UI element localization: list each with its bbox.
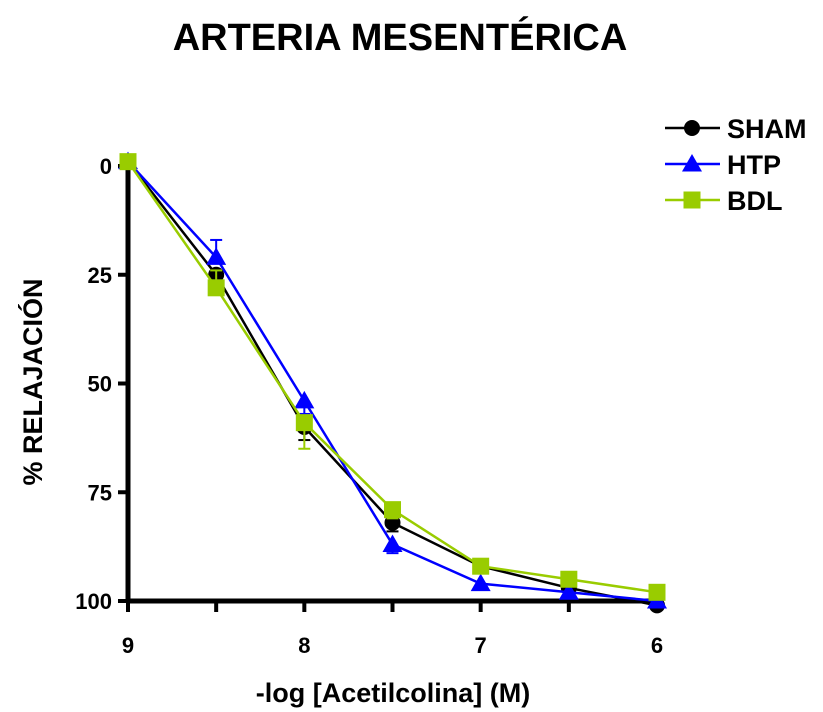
legend-marker bbox=[684, 120, 700, 136]
data-point bbox=[206, 247, 227, 265]
data-point bbox=[560, 570, 578, 588]
series-htp bbox=[118, 151, 667, 609]
data-point bbox=[648, 583, 666, 601]
data-point bbox=[472, 557, 490, 575]
data-point bbox=[558, 582, 579, 600]
x-tick-label: 6 bbox=[651, 633, 663, 658]
data-point bbox=[384, 501, 401, 519]
legend-item-sham: SHAM bbox=[665, 114, 807, 144]
y-axis-label: % RELAJACIÓN bbox=[17, 278, 48, 485]
data-point bbox=[294, 390, 315, 409]
legend-marker bbox=[682, 154, 702, 172]
data-point bbox=[470, 573, 491, 592]
x-axis-label: -log [Acetilcolina] (M) bbox=[256, 678, 530, 708]
legend-label: SHAM bbox=[727, 114, 807, 144]
x-tick-label: 8 bbox=[298, 633, 310, 658]
y-tick-label: 50 bbox=[88, 372, 112, 397]
x-tick-label: 7 bbox=[475, 633, 487, 658]
legend: SHAM HTP BDL bbox=[665, 114, 807, 216]
data-point bbox=[382, 534, 403, 552]
data-point bbox=[295, 414, 313, 432]
y-tick-label: 0 bbox=[100, 154, 112, 179]
legend-label: BDL bbox=[727, 186, 783, 216]
series-bdl bbox=[119, 153, 666, 601]
legend-item-bdl: BDL bbox=[665, 186, 783, 216]
y-ticks: 0 25 50 75 100 bbox=[75, 154, 128, 614]
y-tick-label: 100 bbox=[75, 589, 112, 614]
plot-area bbox=[118, 151, 667, 614]
legend-label: HTP bbox=[727, 150, 781, 180]
data-point bbox=[207, 279, 225, 297]
data-point bbox=[119, 153, 137, 171]
x-ticks: 9 8 7 6 bbox=[122, 601, 663, 658]
y-tick-label: 75 bbox=[88, 480, 112, 505]
legend-item-htp: HTP bbox=[665, 150, 781, 180]
legend-marker bbox=[683, 191, 701, 209]
x-tick-label: 9 bbox=[122, 633, 134, 658]
chart-title: ARTERIA MESENTÉRICA bbox=[173, 15, 628, 59]
y-tick-label: 25 bbox=[88, 263, 112, 288]
